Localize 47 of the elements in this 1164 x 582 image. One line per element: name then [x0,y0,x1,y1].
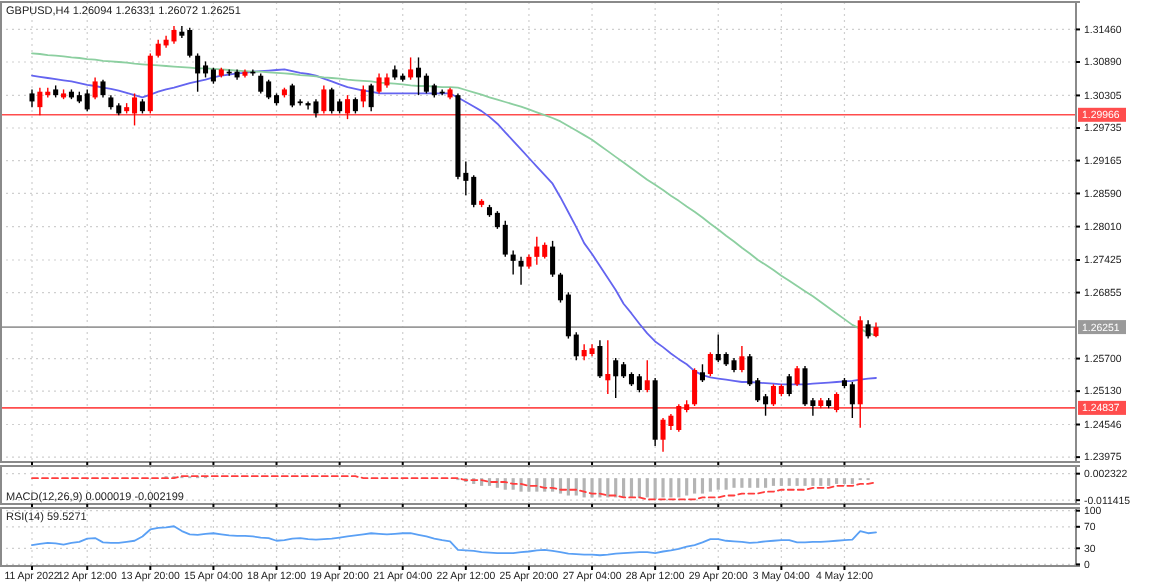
candlestick [636,373,642,393]
candlestick [92,76,98,100]
candlestick [692,367,698,407]
candlestick [376,72,382,95]
line-series [31,52,877,337]
candlestick [132,92,138,127]
candlestick [597,339,603,379]
candlestick [360,84,366,108]
candlestick [344,94,351,120]
candlestick [518,256,524,286]
candlestick [471,174,477,208]
candlestick [613,357,619,399]
candlestick [423,72,429,95]
candlestick [786,373,792,397]
line-series [31,525,877,557]
candlestick [550,240,556,278]
candlestick [739,345,745,373]
candlestick [534,236,540,266]
candlestick [289,83,295,108]
candlestick [258,72,264,95]
candlestick [676,403,682,433]
line-series [31,68,877,386]
candlestick [715,333,721,363]
candlestick [510,249,516,276]
candlestick [865,319,871,340]
candlestick [187,27,193,59]
candlestick [368,83,374,112]
candlestick [329,87,335,115]
candlestick [195,52,201,93]
candlestick [415,56,422,96]
candlestick [849,381,855,419]
candlestick [408,56,414,81]
candlestick [605,339,611,395]
candlestick [834,391,840,413]
candlestick [502,220,508,258]
candlestick [794,365,800,387]
candlestick [37,87,43,116]
candlestick [644,359,650,393]
candlestick [321,84,327,115]
candlestick [660,417,666,453]
candlestick [707,351,713,377]
candlestick [770,383,776,407]
candlestick [313,98,319,119]
candlestick [84,88,90,112]
candlestick [581,343,587,361]
candlestick [802,365,808,407]
candlestick [266,79,272,100]
